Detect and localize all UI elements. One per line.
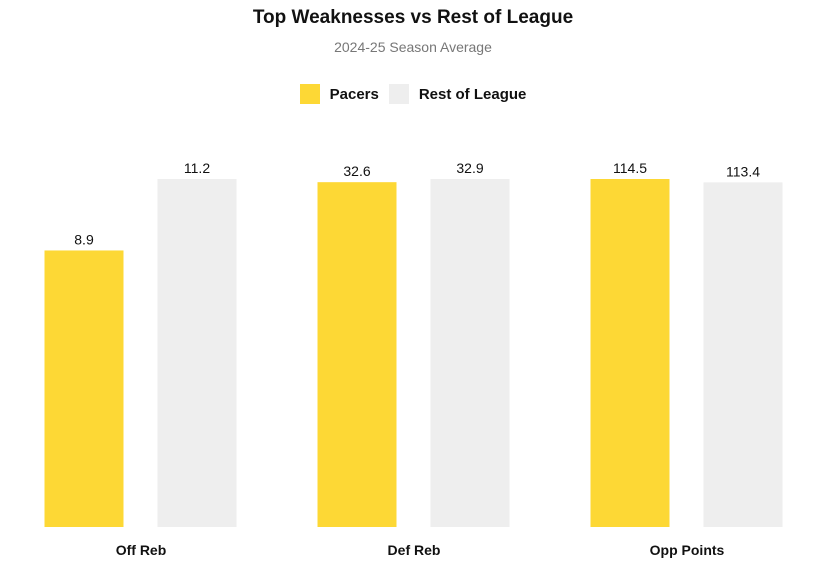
chart-subtitle: 2024-25 Season Average bbox=[334, 39, 492, 55]
bar-pacers-off-reb bbox=[44, 250, 124, 527]
data-label-rest-of-league-opp-points: 113.4 bbox=[726, 163, 760, 179]
data-label-pacers-opp-points: 114.5 bbox=[613, 160, 647, 176]
bar-pacers-opp-points bbox=[590, 179, 670, 527]
legend-swatch-rest-of-league bbox=[388, 84, 409, 104]
legend-item-rest-of-league: Rest of League bbox=[388, 84, 527, 104]
chart-title: Top Weaknesses vs Rest of League bbox=[252, 7, 574, 28]
data-label-pacers-off-reb: 8.9 bbox=[74, 231, 94, 247]
category-label-def-reb: Def Reb bbox=[388, 542, 441, 558]
data-label-rest-of-league-off-reb: 11.2 bbox=[184, 160, 210, 176]
legend-item-pacers: Pacers bbox=[299, 84, 379, 104]
bar-rest-of-league-def-reb bbox=[430, 179, 510, 527]
data-label-pacers-def-reb: 32.6 bbox=[343, 163, 370, 179]
category-label-off-reb: Off Reb bbox=[116, 542, 167, 558]
data-label-rest-of-league-def-reb: 32.9 bbox=[456, 160, 483, 176]
bar-rest-of-league-off-reb bbox=[157, 179, 237, 527]
category-label-opp-points: Opp Points bbox=[650, 542, 725, 558]
legend-label-rest-of-league: Rest of League bbox=[418, 85, 527, 103]
legend-label-pacers: Pacers bbox=[329, 85, 379, 103]
bar-pacers-def-reb bbox=[317, 182, 397, 527]
legend-swatch-pacers bbox=[299, 84, 320, 104]
bar-rest-of-league-opp-points bbox=[703, 182, 783, 527]
legend: Pacers Rest of League bbox=[0, 84, 826, 104]
